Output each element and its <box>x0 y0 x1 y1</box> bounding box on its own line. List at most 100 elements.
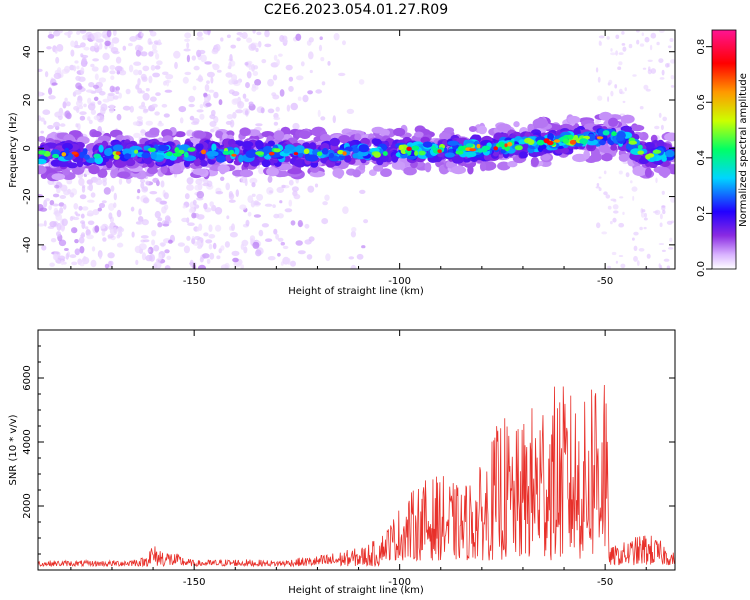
heatmap-speckle <box>228 191 233 198</box>
heatmap-speckle <box>277 252 281 257</box>
heatmap-speckle <box>78 105 84 110</box>
heatmap-speckle <box>203 232 209 237</box>
heatmap-speckle <box>164 215 171 223</box>
heatmap-speckle <box>147 248 151 253</box>
heatmap-speckle <box>142 197 150 204</box>
colorbar-tick-label: 0.0 <box>696 261 707 277</box>
heatmap-speckle <box>250 200 256 208</box>
heatmap-speckle <box>282 39 288 44</box>
heatmap-speckle <box>610 220 613 225</box>
heatmap-ridge-cell <box>174 147 180 153</box>
heatmap-speckle <box>98 202 106 209</box>
heatmap-speckle <box>56 44 64 52</box>
heatmap-speckle <box>160 180 165 188</box>
heatmap-speckle <box>63 189 71 196</box>
heatmap-speckle <box>669 38 674 42</box>
heatmap-ridge-cell <box>278 163 293 170</box>
heatmap-speckle <box>83 255 87 262</box>
heatmap-ridge-cell <box>431 145 436 151</box>
heatmap-speckle <box>79 262 85 267</box>
heatmap-speckle <box>209 252 215 260</box>
heatmap-speckle <box>249 177 258 184</box>
heatmap-y-tick-label: 20 <box>22 94 33 107</box>
heatmap-speckle <box>640 208 644 214</box>
heatmap-speckle <box>636 260 640 266</box>
heatmap-ridge-cell <box>452 155 464 164</box>
heatmap-speckle <box>645 88 651 92</box>
heatmap-speckle <box>102 180 107 187</box>
heatmap-speckle <box>119 70 127 76</box>
heatmap-speckle <box>108 212 113 220</box>
heatmap-speckle <box>151 230 157 237</box>
heatmap-speckle <box>48 31 53 35</box>
heatmap-ridge-cell <box>183 151 189 158</box>
heatmap-speckle <box>138 208 142 216</box>
heatmap-speckle <box>99 225 106 229</box>
heatmap-speckle <box>87 103 96 111</box>
heatmap-speckle <box>148 51 154 57</box>
heatmap-ridge-cell <box>465 143 474 148</box>
heatmap-ridge-cell <box>329 137 340 147</box>
heatmap-speckle <box>220 264 229 269</box>
heatmap-speckle <box>142 239 150 243</box>
heatmap-speckle <box>253 202 261 206</box>
snr-marks <box>38 385 675 568</box>
heatmap-speckle <box>598 35 605 39</box>
heatmap-speckle <box>62 203 67 210</box>
heatmap-speckle <box>145 180 150 186</box>
heatmap-speckle <box>40 130 44 134</box>
heatmap-speckle <box>272 204 276 209</box>
heatmap-speckle <box>192 85 197 91</box>
heatmap-speckle <box>98 251 102 260</box>
heatmap-speckle <box>108 107 115 114</box>
heatmap-speckle <box>142 186 148 192</box>
heatmap-speckle <box>157 217 163 222</box>
heatmap-ridge-cell <box>553 139 561 143</box>
snr-y-tick-label: 2000 <box>22 493 33 518</box>
heatmap-speckle <box>184 71 192 76</box>
heatmap-speckle <box>156 60 163 66</box>
heatmap-speckle <box>618 170 623 175</box>
heatmap-speckle <box>76 30 81 35</box>
heatmap-speckle <box>273 54 278 61</box>
heatmap-speckle <box>317 109 321 118</box>
heatmap-ridge-cell <box>193 130 207 139</box>
heatmap-speckle <box>83 103 87 108</box>
heatmap-x-tick-label: -100 <box>388 276 411 287</box>
heatmap-ridge-cell <box>541 153 551 161</box>
heatmap-speckle <box>249 235 256 242</box>
heatmap-speckle <box>307 185 315 193</box>
heatmap-speckle <box>659 222 663 228</box>
heatmap-speckle <box>624 87 627 92</box>
heatmap-speckle <box>255 47 259 53</box>
heatmap-speckle <box>138 216 144 223</box>
heatmap-speckle <box>596 183 600 187</box>
heatmap-ridge-cell <box>293 152 299 156</box>
heatmap-speckle <box>224 241 230 248</box>
heatmap-speckle <box>137 189 141 194</box>
heatmap-speckle <box>273 121 279 126</box>
heatmap-speckle <box>153 261 162 269</box>
heatmap-speckle <box>659 213 663 220</box>
heatmap-speckle <box>109 85 115 93</box>
heatmap-ridge-cell <box>601 153 613 162</box>
heatmap-ridge-cell <box>112 144 124 152</box>
heatmap-speckle <box>75 123 79 128</box>
heatmap-speckle <box>338 72 346 77</box>
heatmap-speckle <box>261 59 267 64</box>
heatmap-speckle <box>162 223 169 227</box>
heatmap-speckle <box>107 234 114 239</box>
heatmap-speckle <box>97 207 103 212</box>
heatmap-speckle <box>93 31 102 39</box>
heatmap-speckle <box>242 93 247 99</box>
heatmap-speckle <box>662 209 666 215</box>
heatmap-speckle <box>350 230 356 238</box>
heatmap-speckle <box>184 38 191 42</box>
heatmap-speckle <box>38 68 43 72</box>
heatmap-speckle <box>101 200 107 204</box>
heatmap-ridge-cell <box>91 130 102 138</box>
heatmap-ridge-cell <box>309 142 317 151</box>
heatmap-speckle <box>643 217 648 221</box>
heatmap-speckle <box>272 74 278 81</box>
